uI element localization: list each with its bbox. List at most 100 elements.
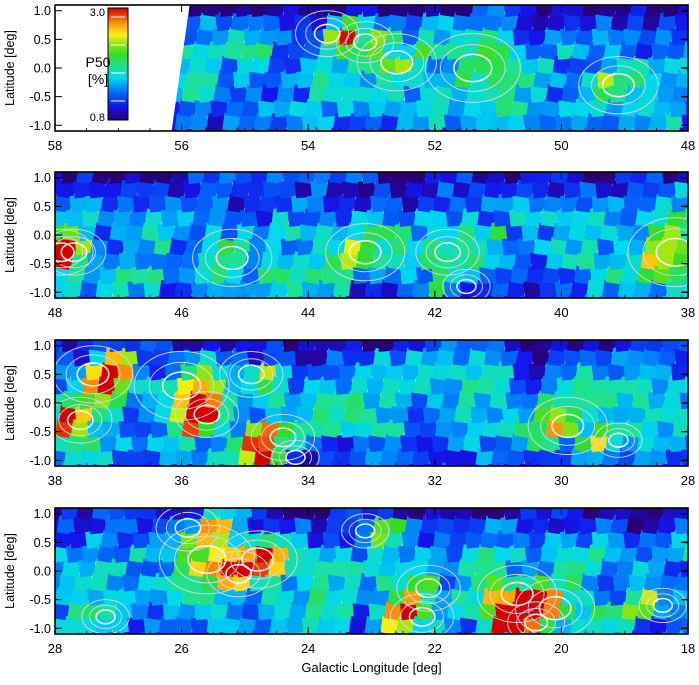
heatmap-cell	[389, 13, 408, 32]
heatmap-cell	[448, 530, 468, 549]
heatmap-cell	[470, 237, 489, 256]
heatmap-cell	[412, 113, 431, 131]
heatmap-cell	[663, 222, 683, 242]
heatmap-cell	[508, 208, 528, 227]
contour-line	[65, 354, 121, 395]
heatmap-cell	[644, 405, 663, 424]
heatmap-cell	[404, 347, 424, 367]
heatmap-cell	[370, 530, 389, 549]
heatmap-cell	[658, 515, 677, 535]
heatmap-cell	[289, 433, 308, 453]
heatmap-cell	[303, 208, 322, 228]
heatmap-cell	[290, 194, 310, 213]
heatmap-cell	[354, 194, 373, 213]
heatmap-cell	[408, 340, 428, 353]
heatmap-cell	[630, 508, 649, 521]
heatmap-cell	[195, 27, 215, 46]
heatmap-cell	[494, 433, 514, 453]
heatmap-cell	[605, 601, 625, 621]
heatmap-cell	[174, 616, 194, 634]
heatmap-cell	[556, 41, 575, 60]
contour-line	[174, 391, 240, 438]
heatmap-cell	[378, 222, 398, 242]
heatmap-cell	[81, 544, 100, 563]
heatmap-cell	[663, 558, 683, 578]
heatmap-cell	[220, 55, 240, 75]
heatmap-cell	[531, 13, 551, 32]
heatmap-cell	[559, 194, 579, 213]
heatmap-cell	[134, 419, 153, 438]
heatmap-cell	[508, 41, 528, 60]
heatmap-cell	[450, 84, 470, 103]
heatmap-cell	[95, 448, 115, 466]
heatmap-cell	[586, 113, 605, 131]
heatmap-cell	[130, 601, 150, 621]
heatmap-cell	[491, 280, 510, 298]
heatmap-cell	[85, 194, 104, 213]
heatmap-cell	[197, 84, 217, 103]
heatmap-cell	[178, 433, 197, 453]
contour-line	[425, 236, 470, 269]
heatmap-cell	[378, 390, 398, 410]
heatmap-cell	[306, 362, 326, 381]
heatmap-cell	[609, 587, 628, 606]
heatmap-cell	[392, 172, 412, 185]
heatmap-cell	[508, 376, 528, 395]
heatmap-cell	[143, 448, 162, 466]
contour-line	[638, 587, 687, 624]
heatmap-cell	[171, 508, 190, 521]
heatmap-cell	[679, 558, 688, 578]
heatmap-cell	[83, 265, 103, 285]
heatmap-cell	[363, 558, 382, 578]
heatmap-cell	[572, 376, 591, 396]
contour-line	[174, 535, 240, 584]
heatmap-cell	[93, 390, 113, 410]
heatmap-cell	[158, 616, 178, 634]
heatmap-cell	[459, 448, 479, 466]
heatmap-cell	[109, 558, 129, 578]
heatmap-cell	[459, 616, 479, 634]
heatmap-cell	[603, 544, 623, 564]
heatmap-cell	[267, 390, 287, 410]
heatmap-cell	[120, 515, 139, 535]
heatmap-cell	[136, 180, 155, 199]
heatmap-cell	[317, 280, 336, 298]
heatmap-cell	[127, 616, 146, 634]
map-panel-4: 28 26 24 22 20 18 1.0 0.5 0.0 -0.5 -1.0 Latitude [d…	[3, 507, 695, 675]
heatmap-cell	[158, 448, 178, 466]
heatmap-cell	[194, 265, 213, 285]
heatmap-cell	[589, 98, 609, 118]
heatmap-cell	[675, 405, 688, 424]
heatmap-cell	[512, 194, 531, 213]
heatmap-cell	[132, 194, 151, 213]
heatmap-cell	[273, 601, 292, 621]
heatmap-cell	[111, 616, 130, 634]
heatmap-cell	[108, 340, 127, 353]
heatmap-cell	[229, 419, 248, 438]
heatmap-cell	[433, 530, 452, 549]
heatmap-cell	[484, 515, 503, 535]
heatmap-cell	[494, 98, 514, 118]
heatmap-cell	[371, 419, 391, 439]
heatmap-cell	[623, 27, 642, 46]
heatmap-cell	[400, 433, 419, 453]
heatmap-cell	[271, 208, 291, 228]
heatmap-cell	[176, 208, 195, 227]
contour-line	[337, 232, 393, 273]
contour-line	[627, 217, 688, 288]
heatmap-cell	[206, 616, 226, 634]
heatmap-cell	[550, 340, 570, 353]
heatmap-cell	[556, 544, 575, 563]
heatmap-cell	[325, 179, 345, 199]
heatmap-cell	[638, 194, 658, 213]
heatmap-cell	[572, 208, 591, 228]
heatmap-cell	[454, 573, 473, 592]
heatmap-cell	[400, 601, 419, 621]
heatmap-cell	[299, 55, 319, 75]
x-tick-label: 44	[301, 305, 315, 320]
heatmap-cell	[667, 376, 686, 396]
heatmap-cell	[607, 194, 626, 213]
heatmap-cell	[550, 508, 570, 521]
heatmap-cell	[428, 448, 447, 466]
heatmap-cell	[55, 601, 71, 621]
